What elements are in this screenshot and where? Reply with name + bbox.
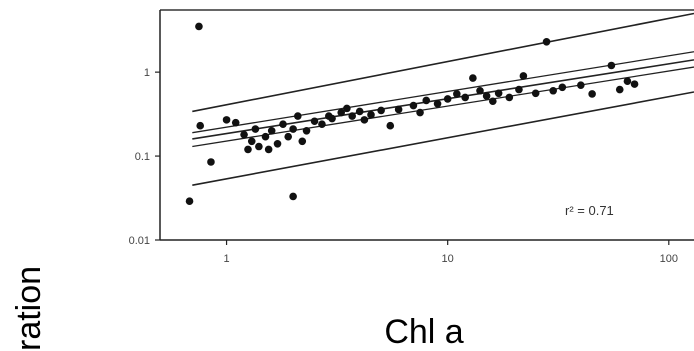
data-point: [343, 104, 351, 113]
data-point: [294, 112, 302, 120]
data-point: [302, 127, 311, 135]
data-point: [360, 116, 369, 124]
data-point: [264, 145, 273, 154]
data-point: [494, 89, 503, 98]
data-point: [377, 106, 385, 115]
data-point: [255, 142, 263, 151]
data-point: [588, 90, 596, 98]
data-point: [289, 192, 297, 201]
data-point: [623, 77, 632, 85]
r-squared-annotation: r² = 0.71: [565, 203, 614, 218]
data-point: [469, 74, 477, 82]
y-tick-label: 1: [144, 67, 150, 79]
data-point: [267, 127, 276, 135]
x-tick-label: 100: [660, 253, 678, 265]
data-point: [615, 85, 624, 94]
prediction-band-upper: [192, 12, 694, 113]
data-point: [251, 125, 260, 133]
data-point: [284, 132, 293, 141]
data-point: [386, 121, 395, 130]
data-point: [422, 96, 431, 105]
data-point: [461, 93, 469, 102]
x-tick-label: 1: [224, 253, 230, 265]
data-point: [409, 101, 418, 110]
axes: 0.01 0.1 1 1 10 100: [129, 10, 694, 265]
data-point: [222, 116, 231, 124]
data-point: [476, 86, 484, 95]
x-tick-label: 10: [442, 253, 454, 265]
data-point: [185, 197, 194, 205]
data-point: [519, 72, 528, 80]
y-tick-label: 0.01: [129, 235, 150, 247]
data-point: [505, 93, 514, 102]
data-point: [328, 114, 336, 123]
data-point: [531, 89, 540, 98]
regression-line: [192, 59, 694, 140]
data-point: [244, 145, 252, 154]
data-point: [196, 121, 205, 130]
regression-bands: [192, 12, 694, 186]
data-point: [337, 108, 346, 117]
data-point: [607, 61, 616, 70]
data-point: [240, 130, 248, 139]
data-point: [367, 111, 375, 119]
data-point: [289, 125, 297, 133]
data-point: [453, 90, 461, 98]
data-point: [577, 81, 585, 89]
data-point: [310, 117, 319, 126]
data-point: [416, 108, 424, 117]
data-point: [482, 92, 491, 100]
data-point: [318, 120, 326, 128]
data-point: [549, 86, 557, 95]
data-point: [355, 107, 364, 116]
prediction-band-lower: [192, 91, 694, 186]
y-axis-label: ration: [10, 266, 48, 351]
data-point: [298, 137, 307, 146]
data-point: [273, 140, 282, 148]
data-point: [433, 99, 442, 108]
data-point: [261, 132, 270, 141]
data-point: [443, 95, 452, 103]
data-point: [558, 83, 567, 92]
data-point: [195, 22, 203, 31]
data-point: [279, 120, 287, 128]
data-point: [489, 97, 497, 106]
data-point: [630, 80, 639, 88]
data-point: [207, 158, 215, 166]
data-point: [231, 118, 240, 127]
data-point: [394, 105, 403, 114]
data-point: [348, 112, 357, 120]
x-axis-label: Chl a: [384, 313, 463, 351]
confidence-band-lower: [192, 66, 694, 148]
data-point: [247, 137, 256, 146]
data-point: [542, 37, 551, 46]
data-points: [185, 22, 639, 205]
y-tick-label: 0.1: [135, 151, 150, 163]
data-point: [515, 85, 523, 94]
